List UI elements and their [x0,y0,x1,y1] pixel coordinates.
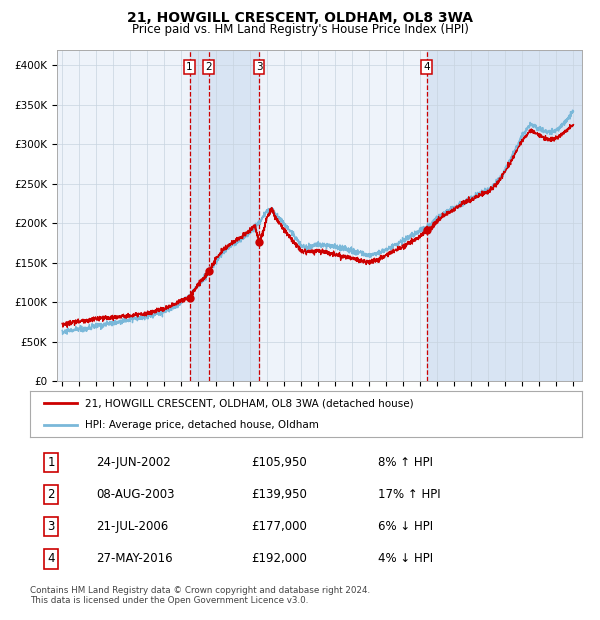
Text: 4% ↓ HPI: 4% ↓ HPI [378,552,433,565]
Text: £105,950: £105,950 [251,456,307,469]
Text: 3: 3 [47,520,55,533]
Text: Contains HM Land Registry data © Crown copyright and database right 2024.: Contains HM Land Registry data © Crown c… [30,586,370,595]
Text: 6% ↓ HPI: 6% ↓ HPI [378,520,433,533]
Text: Price paid vs. HM Land Registry's House Price Index (HPI): Price paid vs. HM Land Registry's House … [131,23,469,36]
Text: 3: 3 [256,62,262,72]
Text: 2: 2 [47,488,55,501]
Text: £139,950: £139,950 [251,488,307,501]
Text: 8% ↑ HPI: 8% ↑ HPI [378,456,433,469]
Bar [190,50,259,381]
Text: 1: 1 [187,62,193,72]
Bar [427,50,582,381]
Text: 4: 4 [424,62,430,72]
Text: This data is licensed under the Open Government Licence v3.0.: This data is licensed under the Open Gov… [30,596,308,606]
Text: 21-JUL-2006: 21-JUL-2006 [96,520,169,533]
Text: 21, HOWGILL CRESCENT, OLDHAM, OL8 3WA: 21, HOWGILL CRESCENT, OLDHAM, OL8 3WA [127,11,473,25]
Text: 08-AUG-2003: 08-AUG-2003 [96,488,175,501]
Text: 17% ↑ HPI: 17% ↑ HPI [378,488,440,501]
Text: £192,000: £192,000 [251,552,307,565]
Text: HPI: Average price, detached house, Oldham: HPI: Average price, detached house, Oldh… [85,420,319,430]
Text: 27-MAY-2016: 27-MAY-2016 [96,552,173,565]
Text: 4: 4 [47,552,55,565]
Text: 2: 2 [205,62,212,72]
Text: £177,000: £177,000 [251,520,307,533]
Text: 24-JUN-2002: 24-JUN-2002 [96,456,171,469]
Text: 21, HOWGILL CRESCENT, OLDHAM, OL8 3WA (detached house): 21, HOWGILL CRESCENT, OLDHAM, OL8 3WA (d… [85,398,414,408]
Text: 1: 1 [47,456,55,469]
